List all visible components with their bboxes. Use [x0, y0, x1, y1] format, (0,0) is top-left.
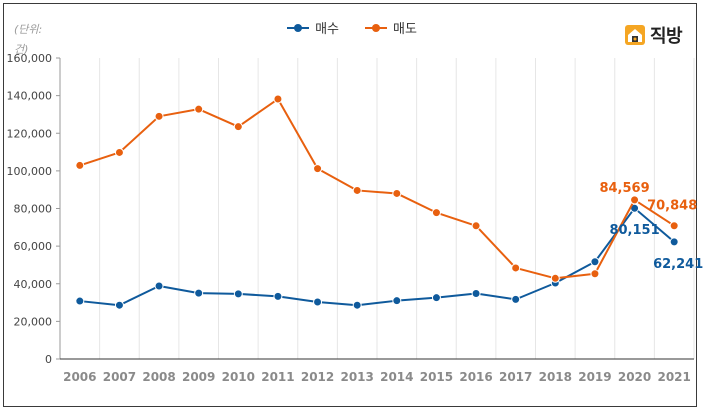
x-tick-label-7: 2013	[340, 370, 373, 384]
series-0-point-15	[669, 237, 679, 247]
x-tick-label-15: 2021	[657, 370, 690, 384]
data-label-series-1-1: 70,848	[647, 199, 697, 214]
x-tick-label-9: 2015	[420, 370, 453, 384]
y-tick-label-3: 60,000	[14, 240, 53, 253]
legend-item-series-0[interactable]: 매수	[287, 18, 339, 37]
y-tick-label-4: 80,000	[14, 203, 53, 216]
y-tick-label-2: 40,000	[14, 278, 53, 291]
x-tick-label-6: 2012	[301, 370, 334, 384]
x-tick-label-11: 2017	[499, 370, 532, 384]
x-tick-label-13: 2019	[578, 370, 611, 384]
x-tick-label-12: 2018	[539, 370, 572, 384]
legend-label-series-1: 매도	[393, 22, 417, 37]
series-1-point-13	[590, 269, 600, 279]
y-tick-label-0: 0	[45, 353, 52, 366]
x-tick-label-14: 2020	[618, 370, 651, 384]
unit-label: (단위: 건)	[14, 23, 43, 56]
legend-swatch-series-1	[365, 23, 387, 33]
legend-swatch-series-0	[287, 23, 310, 33]
y-tick-label-8: 160,000	[7, 52, 53, 65]
series-0-point-8	[392, 296, 402, 306]
brand-name: 직방	[650, 26, 683, 47]
x-tick-label-1: 2007	[103, 370, 136, 384]
series-1-point-5	[273, 94, 283, 104]
legend: 매수 매도	[0, 18, 704, 37]
series-1-point-12	[550, 273, 560, 283]
series-1-point-8	[392, 188, 402, 198]
series-1-point-2	[154, 111, 164, 121]
house-logo-icon	[625, 25, 645, 45]
series-0-point-5	[273, 291, 283, 301]
y-tick-label-1: 20,000	[14, 315, 53, 328]
series-0-point-10	[471, 289, 481, 299]
x-tick-label-2: 2008	[142, 370, 175, 384]
series-line-0	[79, 207, 675, 307]
series-0-point-7	[352, 300, 362, 310]
series-1-point-7	[352, 185, 362, 195]
series-1-point-9	[431, 208, 441, 218]
series-0-point-1	[114, 300, 124, 310]
series-0-point-3	[194, 288, 204, 298]
data-label-series-0-1: 62,241	[653, 257, 703, 272]
x-tick-label-3: 2009	[182, 370, 215, 384]
series-0-point-2	[154, 281, 164, 291]
legend-label-series-0: 매수	[315, 22, 339, 37]
series-1-point-6	[313, 164, 323, 174]
data-label-series-1-0: 84,569	[599, 181, 649, 196]
x-tick-label-5: 2011	[261, 370, 294, 384]
series-1-point-11	[511, 263, 521, 273]
y-tick-label-7: 140,000	[7, 90, 53, 103]
series-1-point-4	[233, 122, 243, 132]
series-1-point-0	[75, 160, 85, 170]
legend-item-series-1[interactable]: 매도	[365, 18, 417, 37]
chart-frame	[3, 3, 697, 407]
x-tick-label-0: 2006	[63, 370, 96, 384]
x-tick-label-10: 2016	[459, 370, 492, 384]
y-tick-label-6: 120,000	[7, 127, 53, 140]
series-0-point-4	[233, 289, 243, 299]
series-0-point-13	[590, 257, 600, 267]
series-0-point-6	[313, 297, 323, 307]
series-0-point-0	[75, 296, 85, 306]
x-tick-label-4: 2010	[222, 370, 255, 384]
x-tick-label-8: 2014	[380, 370, 413, 384]
series-1-point-10	[471, 221, 481, 231]
series-0-point-9	[431, 293, 441, 303]
y-tick-label-5: 100,000	[7, 165, 53, 178]
series-1-point-1	[114, 147, 124, 157]
series-1-point-14	[630, 195, 640, 205]
series-line-1	[79, 98, 675, 280]
series-0-point-11	[511, 294, 521, 304]
series-1-point-3	[194, 104, 204, 114]
data-label-series-0-0: 80,151	[609, 223, 659, 238]
brand-logo: 직방	[624, 22, 683, 48]
series-1-point-15	[669, 221, 679, 231]
